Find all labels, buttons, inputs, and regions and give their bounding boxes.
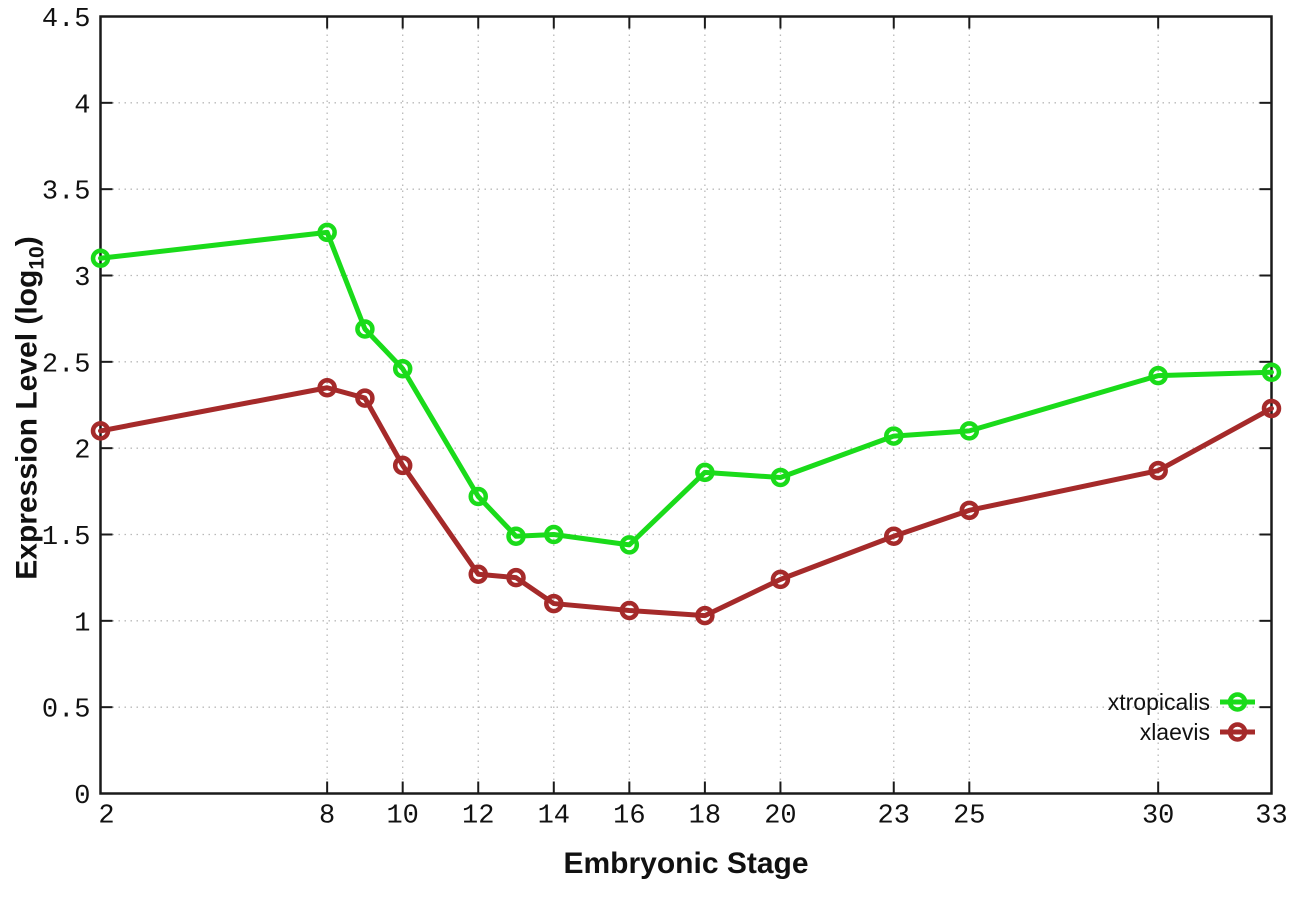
legend-label: xtropicalis [1108, 689, 1210, 715]
data-point [392, 358, 413, 379]
data-point [355, 388, 375, 408]
y-tick-label: 1 [74, 609, 90, 639]
y-tick-label: 4 [74, 91, 90, 121]
y-tick-label: 0 [74, 782, 90, 812]
y-tick-label: 2.5 [42, 350, 91, 380]
data-point [544, 524, 564, 545]
data-point [770, 467, 791, 488]
data-point [884, 426, 904, 446]
legend: xtropicalis xlaevis [1108, 689, 1255, 745]
x-tick-label: 2 [98, 802, 114, 832]
x-tick-label: 14 [538, 802, 570, 832]
data-point [770, 569, 791, 590]
data-point [506, 526, 526, 546]
data-point [695, 605, 715, 626]
data-point [90, 248, 111, 268]
x-tick-labels: 2 8 10 12 14 16 18 20 23 25 30 33 [98, 802, 1287, 832]
data-point [1148, 460, 1168, 481]
data-point [959, 500, 980, 521]
data-point [884, 526, 904, 546]
y-axis-title: Expression Level (log10) [11, 236, 50, 579]
x-tick-label: 10 [386, 802, 418, 832]
data-point [544, 593, 564, 614]
y-tick-labels: 0 0.5 1 1.5 2 2.5 3 3.5 4 4.5 [42, 5, 91, 812]
x-axis-title: Embryonic Stage [563, 847, 809, 880]
x-tick-label: 12 [462, 802, 494, 832]
data-point [959, 421, 980, 441]
x-tick-label: 8 [319, 802, 335, 832]
y-tick-label: 4.5 [42, 5, 91, 35]
data-point [619, 535, 640, 555]
data-point [1261, 362, 1282, 382]
series-line [98, 385, 1274, 619]
data-point [1261, 398, 1282, 419]
data-point [90, 421, 111, 441]
series-line [98, 229, 1274, 548]
x-tick-label: 23 [878, 802, 910, 832]
data-point [317, 222, 337, 243]
gridlines [100, 16, 1272, 794]
y-axis-title-main: Expression Level (log [10, 269, 44, 580]
legend-label: xlaevis [1140, 719, 1210, 745]
data-point [1148, 365, 1168, 386]
y-tick-label: 0.5 [42, 696, 91, 726]
data-point [468, 486, 488, 507]
y-tick-label: 3 [74, 264, 90, 294]
x-tick-label: 33 [1255, 802, 1287, 832]
tick-marks [99, 15, 1273, 795]
data-point [695, 462, 715, 483]
data-point [392, 455, 413, 476]
y-tick-label: 2 [74, 437, 90, 467]
data-point [468, 564, 488, 584]
y-tick-label: 1.5 [42, 523, 91, 553]
y-tick-label: 3.5 [42, 178, 91, 208]
legend-sample-marker [1227, 722, 1248, 742]
y-axis-title-sub: 10 [25, 246, 49, 270]
data-point [355, 319, 375, 339]
x-tick-label: 25 [953, 802, 985, 832]
data-point [317, 377, 337, 398]
series-xtropicalis [90, 222, 1282, 555]
x-tick-label: 20 [764, 802, 796, 832]
legend-sample-marker [1227, 692, 1248, 712]
y-axis-title-end: ) [10, 236, 44, 247]
legend-entry-xtropicalis: xtropicalis [1108, 689, 1255, 715]
data-point [506, 567, 526, 588]
series-xlaevis [90, 377, 1282, 626]
data-point [619, 600, 640, 621]
x-tick-label: 18 [689, 802, 721, 832]
x-tick-label: 16 [613, 802, 645, 832]
plot-border [99, 15, 1273, 795]
legend-entry-xlaevis: xlaevis [1140, 719, 1255, 745]
x-tick-label: 30 [1142, 802, 1174, 832]
